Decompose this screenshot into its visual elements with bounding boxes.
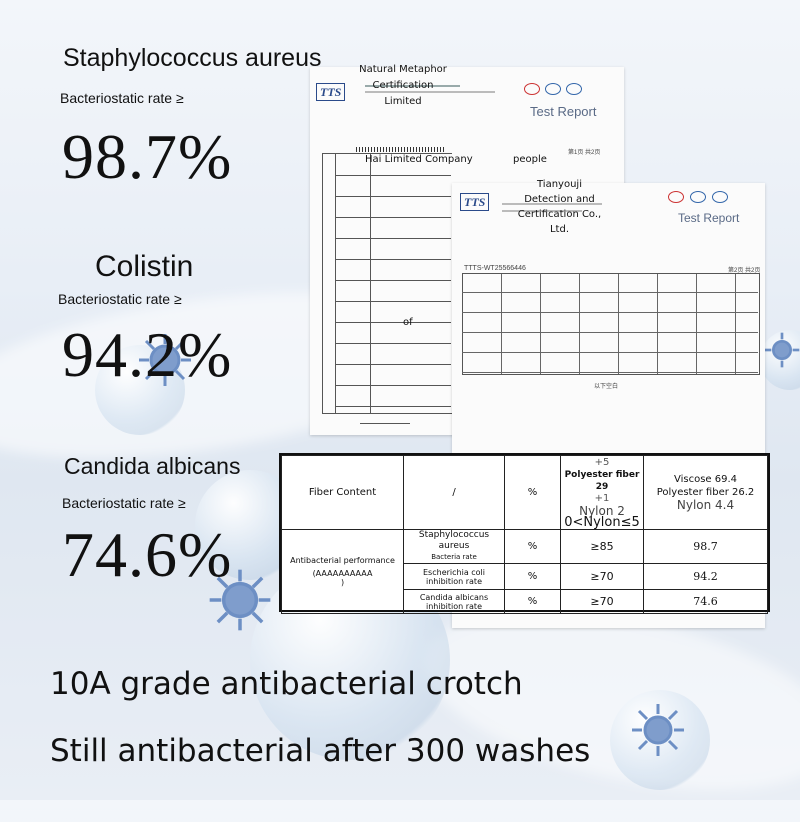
rate-label: Bacteriostatic rate ≥ <box>62 495 186 511</box>
water-droplet <box>760 330 800 390</box>
antibacterial-performance-cell: Antibacterial performance (AAAAAAAAAA ) <box>281 529 404 614</box>
unit-cell: % <box>504 455 561 530</box>
tts-logo: TTS <box>316 83 346 101</box>
unit-cell: % <box>504 589 561 614</box>
cnas-mark-icon <box>545 83 561 95</box>
report-number: TTTS-WT25566446 <box>464 265 526 272</box>
rate-value: 74.6% <box>62 519 233 590</box>
overlay-people: people <box>513 154 547 165</box>
page-number: 第2页 共2页 <box>728 268 761 274</box>
footer-note: 以下空白 <box>594 384 619 390</box>
overlay-of: of <box>403 317 413 328</box>
method-cell: Escherichia coli inhibition rate <box>403 563 505 590</box>
cnas-mark-icon <box>690 191 706 203</box>
caption-line-1: 10A grade antibacterial crotch <box>50 666 523 702</box>
unit-cell: % <box>504 563 561 590</box>
requirement-cell: +5 Polyester fiber 29 +1 Nylon 2 0<Nylon… <box>560 455 644 530</box>
ilac-mark-icon <box>566 83 582 95</box>
organism-name: Colistin <box>95 250 194 283</box>
method-cell: Candida albicans inhibition rate <box>403 589 505 614</box>
rate-value: 94.2% <box>62 319 233 390</box>
method-cell: Staphylococcus aureus Bacteria rate <box>403 529 505 564</box>
virus-icon <box>632 704 684 756</box>
result-cell: 94.2 <box>643 563 768 590</box>
tts-logo: TTS <box>460 193 490 211</box>
unit-cell: % <box>504 529 561 564</box>
report-title: Test Report <box>678 211 740 225</box>
item-fiber-content: Fiber Content <box>281 455 404 530</box>
requirement-cell: ≥70 <box>560 563 644 590</box>
overlay-company: Tianyouji Detection and Certification Co… <box>517 179 602 235</box>
overlay-company: Natural Metaphor Certification Limited <box>359 64 447 107</box>
result-cell: 98.7 <box>643 529 768 564</box>
virus-icon <box>764 332 800 368</box>
rate-label: Bacteriostatic rate ≥ <box>58 291 182 307</box>
requirement-cell: ≥70 <box>560 589 644 614</box>
virus-icon <box>209 569 271 631</box>
rate-label: Bacteriostatic rate ≥ <box>60 90 184 106</box>
page-number: 第1页 共2页 <box>568 150 601 156</box>
result-cell: Viscose 69.4 Polyester fiber 26.2 Nylon … <box>643 455 768 530</box>
organism-name: Staphylococcus aureus <box>63 44 322 72</box>
overlay-client: Hai Limited Company <box>365 154 473 165</box>
organism-name: Candida albicans <box>64 453 241 479</box>
enlarged-result-table: Fiber Content / % +5 Polyester fiber 29 … <box>279 453 770 614</box>
virus-icon <box>139 334 191 386</box>
rate-value: 98.7% <box>62 121 233 192</box>
method-cell: / <box>403 455 505 530</box>
ilac-mark-icon <box>712 191 728 203</box>
cma-mark-icon <box>668 191 684 203</box>
report-title: Test Report <box>530 104 597 119</box>
cma-mark-icon <box>524 83 540 95</box>
result-cell: 74.6 <box>643 589 768 614</box>
requirement-cell: ≥85 <box>560 529 644 564</box>
caption-line-2: Still antibacterial after 300 washes <box>50 733 591 769</box>
